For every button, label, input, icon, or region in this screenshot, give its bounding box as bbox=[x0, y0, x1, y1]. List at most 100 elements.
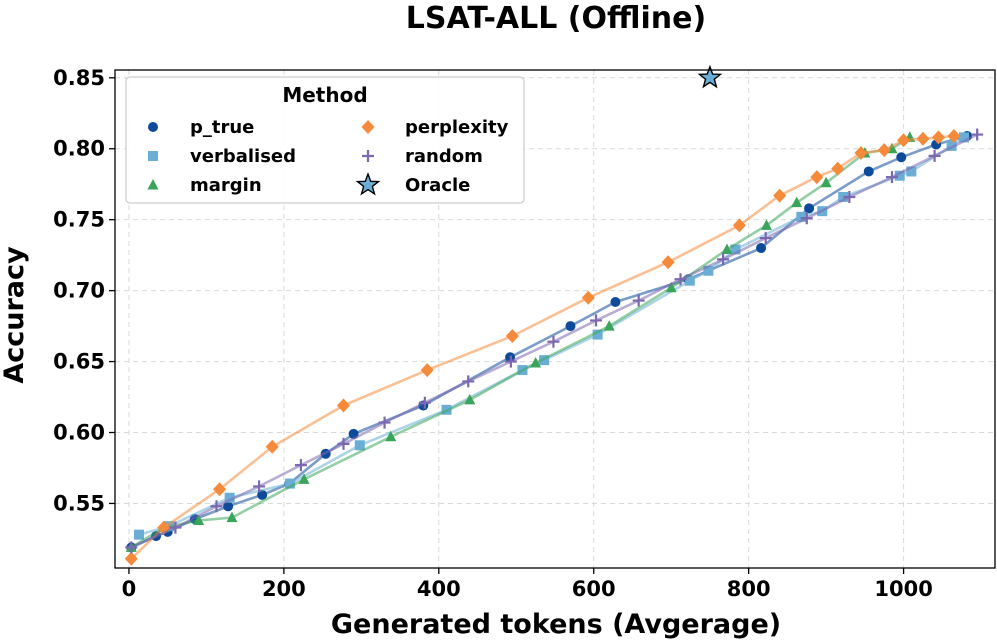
legend-item: perplexity bbox=[361, 117, 509, 138]
data-point bbox=[820, 176, 832, 188]
data-point bbox=[210, 500, 223, 513]
data-point bbox=[897, 133, 911, 148]
data-point bbox=[730, 244, 741, 255]
x-tick-label: 200 bbox=[262, 577, 306, 601]
data-point bbox=[916, 131, 930, 146]
data-point bbox=[854, 146, 868, 160]
data-point bbox=[877, 143, 891, 158]
data-point bbox=[810, 170, 824, 185]
y-tick-label: 0.80 bbox=[53, 137, 105, 161]
data-point bbox=[223, 501, 234, 512]
data-point bbox=[661, 255, 675, 270]
data-point bbox=[134, 529, 145, 540]
y-tick-label: 0.70 bbox=[53, 279, 105, 303]
y-tick-label: 0.60 bbox=[53, 421, 105, 445]
y-tick-label: 0.65 bbox=[53, 350, 105, 374]
legend-marker bbox=[361, 120, 375, 134]
data-point bbox=[265, 439, 279, 454]
data-point bbox=[505, 329, 519, 344]
data-point bbox=[124, 551, 138, 566]
data-point bbox=[838, 191, 849, 202]
data-point bbox=[294, 459, 307, 472]
data-point bbox=[547, 335, 560, 348]
data-point bbox=[354, 440, 365, 451]
data-point bbox=[896, 152, 907, 163]
data-point bbox=[530, 356, 542, 368]
data-point bbox=[665, 281, 677, 293]
data-point bbox=[843, 190, 856, 203]
data-point bbox=[971, 128, 984, 141]
data-point bbox=[565, 321, 576, 332]
legend: Method p_true verbalised margin perplexity r… bbox=[125, 76, 525, 204]
data-point bbox=[674, 273, 687, 286]
data-point bbox=[193, 514, 205, 525]
data-point bbox=[213, 482, 227, 497]
data-point bbox=[906, 166, 917, 177]
legend-marker bbox=[148, 151, 158, 161]
data-point bbox=[717, 253, 730, 266]
chart-title: LSAT-ALL (Offline) bbox=[406, 1, 706, 36]
data-point bbox=[773, 188, 787, 203]
plot-series bbox=[124, 64, 984, 566]
legend-title: Method bbox=[282, 83, 367, 107]
data-point bbox=[125, 541, 138, 554]
data-point bbox=[603, 320, 615, 331]
plot-frame bbox=[114, 69, 996, 569]
legend-label: Oracle bbox=[405, 175, 470, 196]
data-point bbox=[385, 430, 397, 442]
data-point bbox=[581, 290, 595, 305]
data-point bbox=[253, 480, 266, 493]
series-perplexity bbox=[124, 128, 961, 566]
data-point bbox=[721, 243, 733, 254]
data-point bbox=[337, 437, 350, 450]
data-point bbox=[831, 161, 845, 176]
x-tick-label: 800 bbox=[727, 577, 771, 601]
y-axis-label: Accuracy bbox=[0, 246, 30, 384]
x-tick-label: 1000 bbox=[874, 577, 932, 601]
series-oracle bbox=[697, 64, 723, 89]
data-point bbox=[796, 211, 807, 222]
legend-marker bbox=[147, 179, 159, 190]
data-point bbox=[800, 212, 813, 225]
data-point bbox=[732, 218, 746, 233]
legend-item: p_true bbox=[148, 117, 254, 138]
y-tick-label: 0.85 bbox=[53, 66, 105, 90]
legend-label: margin bbox=[190, 175, 262, 196]
x-tick-label: 400 bbox=[417, 577, 461, 601]
data-point bbox=[928, 149, 941, 162]
legend-item: random bbox=[362, 146, 483, 167]
data-point bbox=[590, 314, 603, 327]
y-tick-label: 0.55 bbox=[53, 491, 105, 515]
x-axis-label: Generated tokens (Avgerage) bbox=[331, 609, 781, 640]
data-point bbox=[863, 166, 874, 177]
legend-item: margin bbox=[147, 175, 262, 196]
y-tick-label: 0.75 bbox=[53, 208, 105, 232]
data-point bbox=[756, 243, 767, 254]
data-point bbox=[226, 511, 238, 523]
data-point bbox=[804, 203, 815, 214]
data-point bbox=[684, 275, 695, 286]
x-tick-label: 600 bbox=[572, 577, 616, 601]
data-point bbox=[337, 398, 351, 413]
data-point bbox=[791, 196, 803, 208]
legend-marker bbox=[355, 171, 381, 196]
legend-marker bbox=[362, 150, 374, 162]
data-point bbox=[298, 473, 310, 484]
data-point bbox=[959, 132, 970, 143]
legend-item: verbalised bbox=[148, 146, 296, 167]
data-point bbox=[420, 363, 434, 378]
data-point bbox=[464, 393, 476, 405]
data-point bbox=[610, 296, 621, 307]
legend-label: verbalised bbox=[190, 146, 296, 167]
data-point bbox=[894, 170, 905, 181]
legend-label: random bbox=[405, 146, 483, 167]
legend-label: p_true bbox=[190, 117, 254, 138]
data-point bbox=[697, 64, 723, 89]
data-point bbox=[760, 219, 772, 230]
axis-ticks: 0 200 400 600 800 1000 0.55 0.60 0.65 0.70 0.75 0.8… bbox=[53, 66, 933, 601]
legend-label: perplexity bbox=[405, 117, 509, 138]
legend-box bbox=[125, 76, 525, 204]
legend-marker bbox=[148, 122, 158, 132]
data-point bbox=[703, 265, 714, 276]
